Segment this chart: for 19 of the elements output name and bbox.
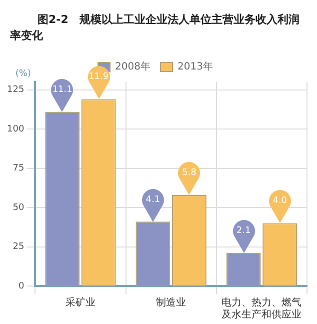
annotation: 5.8 [181,166,198,179]
y-tick-label: 50 [12,202,24,213]
x-tick-label: 采矿业 [65,296,96,309]
annotation: 11.9 [88,71,110,84]
y-tick-label: 0 [18,281,24,292]
x-tick-label: 电力、热力、燃气及水生产和供应业 [222,296,302,321]
annotation: 4.0 [272,195,288,208]
y-tick-label: 25 [12,242,24,252]
legend-label: 2008年 [115,60,151,73]
y-tick-label: 125 [6,85,24,96]
y-axis-title: (%) [15,68,31,79]
chart-title: 图2-2 规模以上工业企业法人单位主营业务收入利润率变化 [9,12,300,44]
annotation: 2.1 [235,225,252,238]
y-tick-label: 100 [6,124,24,134]
annotation: 4.1 [144,194,162,206]
y-tick-label: 75 [12,164,24,174]
x-tick-label: 制造业 [156,296,186,309]
annotation: 11.1 [51,84,74,96]
legend-label: 2013年 [178,60,213,73]
